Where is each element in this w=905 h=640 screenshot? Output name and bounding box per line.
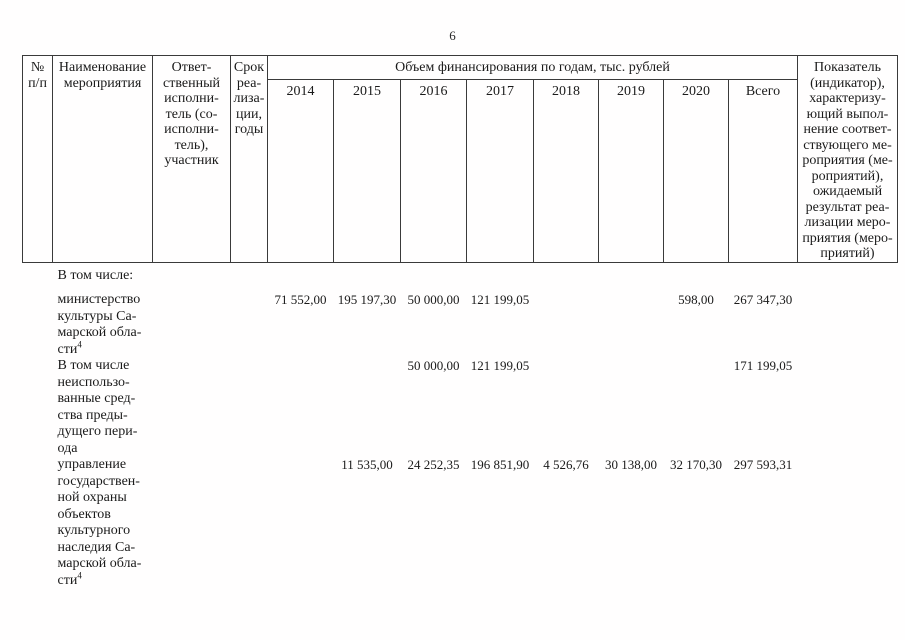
value-cell: 196 851,90 (470, 457, 530, 472)
row-label: В том числе неиспользо- ванные сред- ств… (57, 358, 138, 456)
row-label: В том числе: (57, 267, 134, 283)
value-cell (599, 262, 664, 292)
header-col-name: Наименование мероприятия (52, 55, 153, 263)
value-cell (268, 262, 334, 292)
value-cell (268, 358, 334, 457)
header-col-term: Срок реа- лиза- ции, годы (230, 55, 268, 263)
header-year-2017: 2017 (466, 79, 534, 263)
header-year-2019: 2019 (598, 79, 664, 263)
table-row-ministry-culture: министерство культуры Са- марской обла- … (23, 292, 898, 358)
footnote-marker: 4 (77, 569, 82, 580)
table-header: № п/п Наименование мероприятия Ответ- ст… (22, 54, 898, 263)
value-cell: 171 199,05 (733, 358, 793, 373)
value-cell: 121 199,05 (470, 358, 530, 373)
table-row-intro: В том числе: (23, 262, 898, 292)
value-cell: 32 170,30 (670, 457, 722, 472)
value-cell (534, 262, 599, 292)
header-col-executor: Ответ- ственный исполни- тель (со- испол… (152, 55, 231, 263)
header-col-indicator: Показатель (индикатор), характеризу- ющи… (797, 55, 898, 263)
value-cell: 195 197,30 (337, 292, 397, 307)
row-label: управление государствен- ной охраны объе… (57, 457, 142, 588)
row-label: министерство культуры Са- марской обла- … (57, 292, 142, 357)
header-year-2015: 2015 (333, 79, 401, 263)
header-year-2014: 2014 (267, 79, 334, 263)
value-cell: 71 552,00 (274, 292, 327, 307)
value-cell (334, 358, 401, 457)
value-cell (534, 292, 599, 358)
page-number: 6 (449, 28, 456, 43)
header-year-2020: 2020 (663, 79, 729, 263)
value-cell (664, 358, 729, 457)
value-cell (599, 292, 664, 358)
header-col-total: Всего (728, 79, 798, 263)
header-year-2016: 2016 (400, 79, 467, 263)
value-cell: 50 000,00 (407, 358, 460, 373)
table-row-unused-funds: В том числе неиспользо- ванные сред- ств… (23, 358, 898, 457)
value-cell (334, 262, 401, 292)
header-col-num: № п/п (22, 55, 53, 263)
value-cell: 121 199,05 (470, 292, 530, 307)
value-cell: 11 535,00 (341, 457, 393, 472)
value-cell: 30 138,00 (605, 457, 657, 472)
value-cell: 598,00 (678, 292, 714, 307)
value-cell (664, 262, 729, 292)
value-cell (534, 358, 599, 457)
value-cell (401, 262, 467, 292)
table-body: В том числе: министерство культуры Са- м… (23, 262, 898, 589)
value-cell (729, 262, 798, 292)
header-year-2018: 2018 (533, 79, 599, 263)
value-cell: 4 526,76 (543, 457, 589, 472)
value-cell: 24 252,35 (407, 457, 460, 472)
financing-table: № п/п Наименование мероприятия Ответ- ст… (22, 54, 898, 589)
value-cell (599, 358, 664, 457)
value-cell: 50 000,00 (407, 292, 460, 307)
value-cell: 297 593,31 (733, 457, 793, 472)
table-row-heritage-authority: управление государствен- ной охраны объе… (23, 457, 898, 589)
value-cell (467, 262, 534, 292)
value-cell (268, 457, 334, 589)
footnote-marker: 4 (77, 338, 82, 349)
header-funding-span: Объем финансирования по годам, тыс. рубл… (267, 54, 798, 81)
value-cell: 267 347,30 (733, 292, 793, 307)
